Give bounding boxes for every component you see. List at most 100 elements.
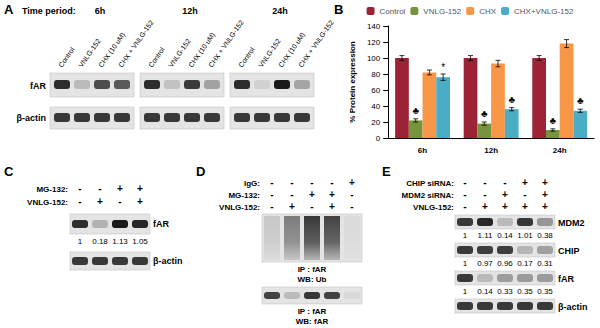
svg-text:-: -: [463, 201, 466, 212]
svg-text:0.31: 0.31: [537, 259, 553, 268]
svg-text:VNLG-152: VNLG-152: [423, 7, 461, 16]
svg-text:-: -: [503, 177, 506, 188]
svg-text:-: -: [523, 189, 526, 200]
svg-text:VNLG-152:: VNLG-152:: [27, 198, 68, 207]
svg-text:0.97: 0.97: [477, 259, 493, 268]
svg-text:120: 120: [367, 38, 381, 47]
svg-text:1: 1: [78, 237, 83, 246]
svg-text:Control: Control: [57, 46, 76, 69]
svg-text:IP : fAR: IP : fAR: [298, 265, 327, 274]
svg-text:C: C: [4, 164, 14, 179]
svg-text:A: A: [4, 2, 14, 17]
svg-text:E: E: [382, 164, 391, 179]
svg-text:% Protein expression: % Protein expression: [348, 41, 357, 122]
svg-text:CHX: CHX: [479, 7, 497, 16]
svg-text:β-actin: β-actin: [558, 302, 588, 312]
svg-text:+: +: [309, 189, 315, 200]
svg-text:IP : fAR: IP : fAR: [298, 307, 327, 316]
svg-text:Control: Control: [237, 46, 256, 69]
svg-text:1.05: 1.05: [132, 237, 148, 246]
svg-text:+: +: [502, 189, 508, 200]
svg-text:Control: Control: [147, 46, 166, 69]
svg-text:IgG:: IgG:: [244, 179, 260, 188]
svg-text:CHX + VNLG-152: CHX + VNLG-152: [297, 19, 335, 69]
svg-text:Control: Control: [380, 7, 406, 16]
svg-text:1: 1: [463, 231, 468, 240]
svg-text:-: -: [270, 201, 273, 212]
svg-text:+: +: [97, 196, 103, 207]
svg-text:0.14: 0.14: [477, 287, 493, 296]
svg-text:+: +: [522, 201, 528, 212]
svg-text:+: +: [137, 183, 143, 194]
svg-text:MG-132:: MG-132:: [36, 185, 68, 194]
svg-text:1.01: 1.01: [517, 231, 533, 240]
svg-text:12h: 12h: [182, 6, 198, 16]
svg-text:60: 60: [371, 86, 380, 95]
svg-text:MDM2 siRNA:: MDM2 siRNA:: [402, 191, 454, 200]
svg-text:fAR: fAR: [558, 274, 574, 284]
svg-text:+: +: [522, 177, 528, 188]
svg-text:+: +: [502, 201, 508, 212]
svg-text:+: +: [542, 201, 548, 212]
svg-text:20: 20: [371, 118, 380, 127]
svg-text:WB: Ub: WB: Ub: [298, 275, 327, 284]
svg-text:fAR: fAR: [30, 81, 46, 91]
svg-text:MDM2: MDM2: [558, 218, 585, 228]
svg-text:+: +: [117, 183, 123, 194]
svg-text:-: -: [483, 177, 486, 188]
svg-text:♣: ♣: [508, 94, 515, 105]
svg-text:0.18: 0.18: [92, 237, 108, 246]
svg-text:β-actin: β-actin: [153, 256, 183, 266]
svg-text:CHIP: CHIP: [558, 246, 580, 256]
svg-text:+: +: [137, 196, 143, 207]
svg-text:-: -: [118, 196, 121, 207]
svg-text:-: -: [463, 189, 466, 200]
svg-text:MG-132:: MG-132:: [228, 191, 260, 200]
svg-text:0.35: 0.35: [517, 287, 533, 296]
svg-text:+: +: [329, 189, 335, 200]
svg-text:fAR: fAR: [153, 219, 169, 229]
svg-text:-: -: [350, 201, 353, 212]
svg-text:-: -: [270, 177, 273, 188]
svg-text:0.96: 0.96: [497, 259, 513, 268]
svg-text:CHX+VNLG-152: CHX+VNLG-152: [514, 7, 574, 16]
svg-text:12h: 12h: [484, 146, 498, 155]
svg-text:♣: ♣: [481, 108, 488, 119]
svg-text:♣: ♣: [550, 115, 557, 126]
svg-text:-: -: [483, 189, 486, 200]
svg-text:100: 100: [367, 54, 381, 63]
svg-text:D: D: [196, 164, 205, 179]
svg-text:CHIP siRNA:: CHIP siRNA:: [406, 179, 454, 188]
svg-text:40: 40: [371, 102, 380, 111]
svg-text:+: +: [542, 177, 548, 188]
svg-text:80: 80: [371, 70, 380, 79]
svg-text:♣: ♣: [577, 95, 584, 106]
svg-text:24h: 24h: [272, 6, 288, 16]
svg-text:1.13: 1.13: [112, 237, 128, 246]
svg-text:*: *: [441, 62, 445, 73]
svg-text:VNLG-152:: VNLG-152:: [219, 203, 260, 212]
svg-text:-: -: [330, 177, 333, 188]
svg-text:Time period:: Time period:: [22, 6, 76, 16]
svg-text:1: 1: [463, 287, 468, 296]
svg-text:140: 140: [367, 22, 381, 31]
svg-text:WB: fAR: WB: fAR: [296, 317, 329, 326]
svg-text:24h: 24h: [553, 146, 567, 155]
svg-text:+: +: [482, 201, 488, 212]
svg-text:0.38: 0.38: [537, 231, 553, 240]
svg-text:+: +: [542, 189, 548, 200]
svg-text:0: 0: [376, 134, 381, 143]
svg-text:-: -: [98, 183, 101, 194]
svg-text:+: +: [329, 201, 335, 212]
svg-text:♣: ♣: [412, 105, 419, 116]
svg-text:0.14: 0.14: [497, 231, 513, 240]
svg-text:-: -: [350, 189, 353, 200]
svg-text:-: -: [310, 177, 313, 188]
svg-text:6h: 6h: [418, 146, 427, 155]
svg-text:-: -: [78, 183, 81, 194]
svg-text:1: 1: [463, 259, 468, 268]
svg-text:VNLG-152:: VNLG-152:: [413, 203, 454, 212]
svg-text:6h: 6h: [95, 6, 106, 16]
svg-text:0.35: 0.35: [537, 287, 553, 296]
svg-text:0.33: 0.33: [497, 287, 513, 296]
